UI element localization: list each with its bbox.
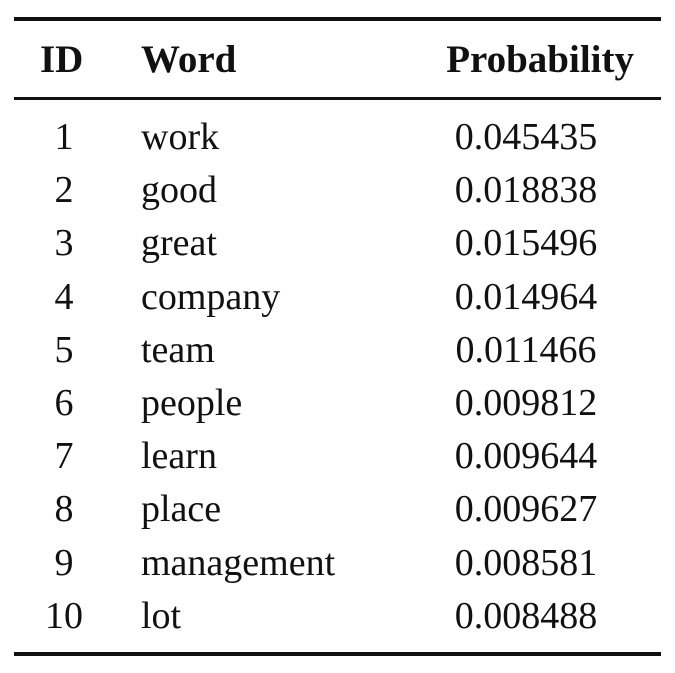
table-row: 9 management 0.008581 [0,537,675,590]
column-header-word: Word [141,38,237,81]
cell-probability: 0.009644 [454,435,598,478]
table-header-rule [14,97,661,100]
cell-word: team [141,328,215,371]
cell-probability: 0.011466 [455,328,597,371]
table-row: 3 great 0.015496 [0,217,675,270]
cell-id: 7 [54,435,74,478]
cell-id: 10 [45,594,83,637]
table-row: 5 team 0.011466 [0,324,675,377]
table-row: 8 place 0.009627 [0,483,675,536]
cell-word: place [141,488,222,531]
table-body: 1 work 0.045435 2 good 0.018838 3 great … [0,111,675,643]
table-row: 7 learn 0.009644 [0,430,675,483]
cell-probability: 0.008581 [454,541,598,584]
cell-word: management [141,541,336,584]
column-header-probability: Probability [446,38,634,81]
cell-id: 4 [54,275,74,318]
cell-word: learn [141,435,217,478]
table-row: 1 work 0.045435 [0,111,675,164]
cell-probability: 0.009812 [454,381,598,424]
cell-probability: 0.009627 [454,488,598,531]
table-top-rule [14,17,661,21]
table-row: 10 lot 0.008488 [0,590,675,643]
table-row: 2 good 0.018838 [0,164,675,217]
table-bottom-rule [14,652,661,656]
table-row: 6 people 0.009812 [0,377,675,430]
cell-id: 5 [54,328,74,371]
cell-probability: 0.008488 [454,594,598,637]
cell-id: 1 [54,116,74,158]
cell-word: work [141,116,220,158]
cell-word: people [141,381,243,424]
cell-probability: 0.045435 [454,116,598,158]
cell-id: 2 [54,169,74,212]
cell-probability: 0.015496 [454,222,598,265]
cell-id: 8 [54,488,74,531]
cell-word: good [141,169,217,212]
cell-probability: 0.018838 [454,169,598,212]
column-header-id: ID [40,38,84,81]
cell-id: 3 [54,222,74,265]
table-row: 4 company 0.014964 [0,271,675,324]
cell-word: lot [141,594,182,637]
cell-probability: 0.014964 [454,275,598,318]
cell-id: 6 [54,381,74,424]
cell-id: 9 [54,541,74,584]
cell-word: great [141,222,217,265]
cell-word: company [141,275,281,318]
